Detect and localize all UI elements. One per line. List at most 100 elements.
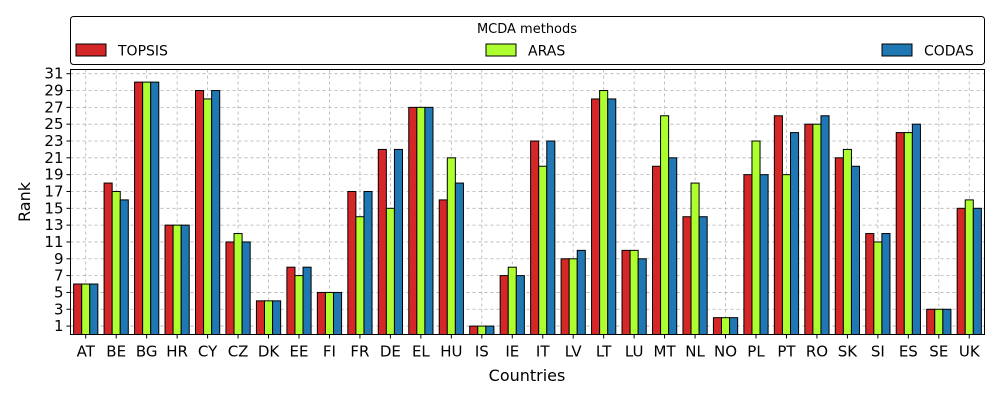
bar-codas-de bbox=[393, 148, 404, 335]
bar-codas-si bbox=[881, 233, 891, 335]
bar-aras-pt bbox=[781, 174, 792, 335]
bar-topsis-es bbox=[895, 132, 905, 335]
bar-topsis-mt bbox=[651, 165, 662, 335]
bar-topsis-fi bbox=[316, 291, 326, 335]
bar-codas-fi bbox=[333, 291, 343, 335]
x-tick-label: IT bbox=[536, 343, 550, 361]
bar-topsis-at bbox=[73, 283, 83, 335]
x-tick-label: PT bbox=[777, 343, 796, 361]
bar-aras-lu bbox=[629, 249, 639, 335]
bar-topsis-hr bbox=[164, 224, 174, 335]
bar-codas-fr bbox=[363, 190, 373, 335]
y-tick-label: 15 bbox=[44, 199, 63, 217]
x-tick-label: PL bbox=[747, 343, 765, 361]
legend-label-aras: ARAS bbox=[528, 44, 565, 60]
x-tick-label: LV bbox=[565, 343, 583, 361]
bar-codas-uk bbox=[972, 207, 982, 335]
bar-topsis-lt bbox=[591, 98, 601, 335]
x-tick-label: CZ bbox=[228, 343, 249, 361]
x-tick-label: IS bbox=[475, 343, 489, 361]
x-tick-label: MT bbox=[654, 343, 677, 361]
bar-aras-is bbox=[477, 325, 487, 336]
bar-codas-nl bbox=[698, 216, 708, 336]
x-tick-label: NL bbox=[685, 343, 705, 361]
x-tick-label: LT bbox=[596, 343, 612, 361]
x-tick-label: EE bbox=[290, 343, 309, 361]
bar-codas-at bbox=[89, 283, 99, 335]
bar-aras-uk bbox=[964, 199, 974, 335]
bar-topsis-nl bbox=[682, 216, 692, 336]
bar-codas-lu bbox=[637, 258, 647, 335]
bar-topsis-fr bbox=[347, 190, 357, 335]
bar-aras-es bbox=[903, 132, 913, 335]
bar-codas-it bbox=[546, 140, 556, 335]
grid bbox=[70, 69, 985, 335]
bar-aras-si bbox=[873, 241, 883, 335]
y-tick-label: 23 bbox=[44, 132, 63, 150]
bar-topsis-it bbox=[530, 140, 540, 335]
bar-topsis-no bbox=[712, 317, 722, 335]
bar-topsis-lv bbox=[560, 258, 570, 335]
x-tick-label: DK bbox=[258, 343, 281, 361]
bar-aras-at bbox=[81, 283, 91, 335]
bar-codas-el bbox=[424, 106, 434, 335]
y-tick-label: 27 bbox=[44, 98, 63, 116]
x-tick-label: HU bbox=[440, 343, 462, 361]
y-tick-label: 13 bbox=[44, 216, 63, 234]
bar-aras-nl bbox=[690, 182, 700, 335]
bar-topsis-lu bbox=[621, 249, 631, 335]
bar-codas-is bbox=[485, 325, 495, 336]
x-tick-label: SI bbox=[871, 343, 885, 361]
x-tick-label: SE bbox=[929, 343, 948, 361]
y-tick-label: 29 bbox=[44, 82, 63, 100]
bar-codas-pt bbox=[790, 132, 800, 335]
bar-codas-sk bbox=[850, 165, 861, 335]
bar-aras-cz bbox=[233, 233, 243, 335]
x-tick-label: FR bbox=[350, 343, 369, 361]
bar-aras-sk bbox=[842, 148, 852, 335]
x-tick-label: BE bbox=[106, 343, 126, 361]
bar-codas-lt bbox=[607, 98, 617, 335]
bar-codas-hr bbox=[180, 224, 190, 335]
bar-aras-lv bbox=[568, 258, 578, 335]
x-tick-label: IE bbox=[505, 343, 519, 361]
bar-codas-no bbox=[729, 317, 739, 335]
bar-aras-hu bbox=[446, 157, 456, 335]
bar-topsis-ie bbox=[499, 275, 509, 336]
plot-frame bbox=[70, 69, 985, 335]
bar-aras-be bbox=[111, 190, 121, 335]
bar-aras-mt bbox=[660, 115, 670, 336]
bar-aras-se bbox=[934, 308, 944, 335]
x-tick-label: CY bbox=[198, 343, 218, 361]
y-tick-label: 11 bbox=[44, 233, 63, 251]
bar-aras-fi bbox=[324, 291, 335, 335]
legend-swatch-topsis bbox=[75, 43, 107, 57]
legend: MCDA methods TOPSIS ARAS CODAS bbox=[70, 16, 985, 65]
bar-codas-ee bbox=[302, 266, 312, 336]
bar-topsis-uk bbox=[956, 207, 966, 335]
y-tick-label: 19 bbox=[44, 166, 63, 184]
x-tick-label: DE bbox=[380, 343, 401, 361]
x-tick-label: HR bbox=[166, 343, 188, 361]
bar-topsis-se bbox=[926, 308, 936, 335]
y-tick-label: 17 bbox=[44, 182, 63, 200]
legend-label-codas: CODAS bbox=[924, 44, 974, 60]
legend-label-topsis: TOPSIS bbox=[117, 44, 168, 60]
x-tick-label: FI bbox=[323, 343, 336, 361]
bar-topsis-be bbox=[103, 182, 113, 335]
bar-codas-cy bbox=[211, 90, 221, 335]
x-tick-label: RO bbox=[806, 343, 828, 361]
bar-codas-se bbox=[942, 308, 952, 335]
bar-aras-pl bbox=[751, 140, 761, 335]
bar-aras-lt bbox=[599, 90, 609, 335]
y-tick-label: 3 bbox=[54, 300, 64, 318]
bar-topsis-hu bbox=[438, 199, 448, 335]
x-tick-label: AT bbox=[77, 343, 96, 361]
bar-codas-hu bbox=[454, 182, 464, 335]
bar-topsis-si bbox=[865, 233, 875, 335]
bars bbox=[73, 81, 982, 336]
x-tick-label: NO bbox=[714, 343, 737, 361]
y-tick-label: 21 bbox=[44, 149, 63, 167]
